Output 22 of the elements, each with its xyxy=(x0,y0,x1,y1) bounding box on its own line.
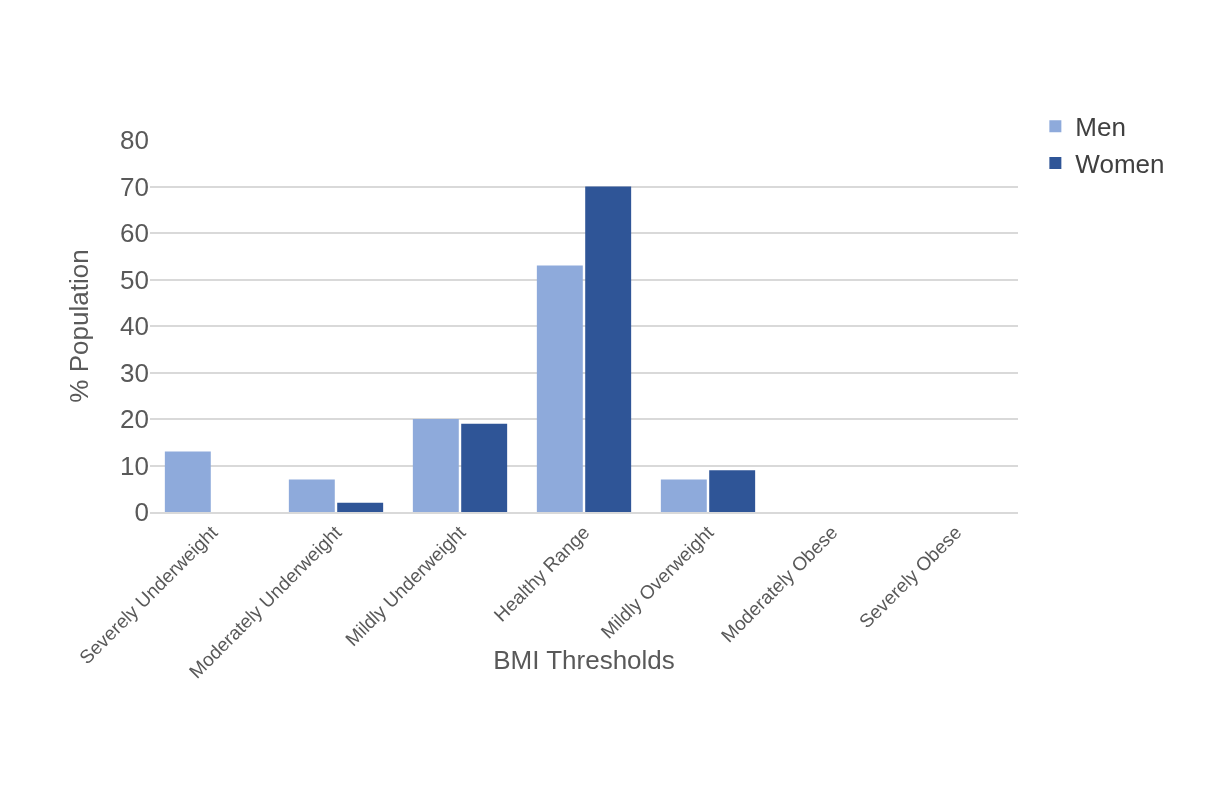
y-tick-label: 20 xyxy=(120,404,149,435)
bar xyxy=(536,265,583,512)
bar xyxy=(461,423,508,512)
legend-label: Women xyxy=(1075,149,1165,180)
bar xyxy=(412,419,459,512)
y-axis-title: % Population xyxy=(64,249,94,403)
bar xyxy=(660,479,707,512)
bar xyxy=(164,451,211,512)
bar xyxy=(709,470,756,512)
y-tick-label: 80 xyxy=(120,125,149,156)
y-tick-label: 60 xyxy=(120,218,149,249)
bar xyxy=(288,479,335,512)
y-tick-label: 40 xyxy=(120,311,149,342)
bar xyxy=(337,502,384,512)
y-tick-label: 0 xyxy=(134,497,149,528)
bar xyxy=(585,186,632,512)
y-tick-label: 70 xyxy=(120,171,149,202)
y-tick-label: 10 xyxy=(120,450,149,481)
y-tick-label: 50 xyxy=(120,264,149,295)
x-axis-title: BMI Thresholds xyxy=(493,644,675,675)
legend-label: Men xyxy=(1075,112,1126,143)
y-tick-label: 30 xyxy=(120,357,149,388)
